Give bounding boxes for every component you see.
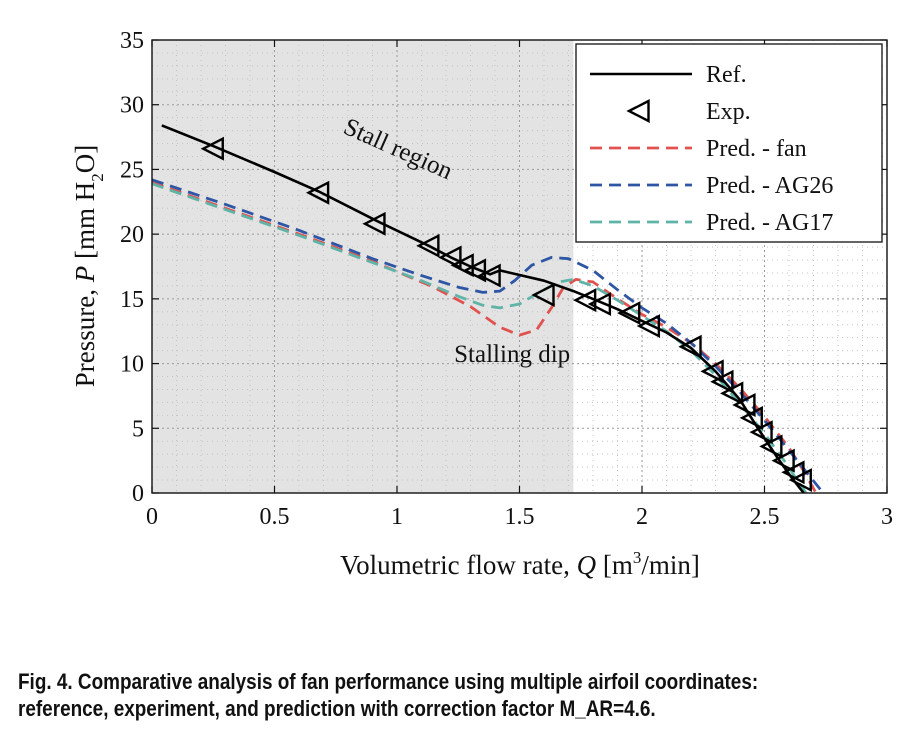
legend-label: Pred. - AG17 [706,210,833,236]
exp-marker [781,460,805,485]
exp-marker [438,245,462,270]
exp-marker [700,359,724,384]
legend-box [575,43,883,243]
y-tick-label: 15 [120,287,144,313]
x-tick-label: 1.5 [505,504,535,530]
exp-marker [788,468,812,493]
caption-line-1: Fig. 4. Comparative analysis of fan perf… [18,669,759,694]
y-tick-label: 25 [120,157,144,183]
legend-label: Pred. - fan [706,136,807,162]
exp-marker [200,136,224,161]
exp-marker [587,292,612,316]
x-tick-label: 3 [881,504,893,530]
series-line-4 [152,178,825,493]
legend-label: Exp. [706,99,751,125]
legend: Ref. Exp. Pred. - fan Pred. - AG26 Pred. - A… [575,43,883,243]
y-axis-label: Pressure, P [mm H2O] [70,145,107,387]
x-tick-label: 1 [391,504,403,530]
exp-marker [710,369,734,394]
y-tick-label: 0 [132,481,144,507]
exp-marker [749,420,773,445]
legend-marker [626,99,650,123]
y-tick-label: 35 [120,28,144,54]
x-tick-label: 0 [146,504,158,530]
y-tick-label: 20 [120,222,144,248]
x-axis-label: Volumetric flow rate, Q [m3/min] [340,548,700,580]
exp-marker [531,283,555,307]
exp-marker [759,434,783,459]
exp-marker [732,393,756,417]
exp-marker [678,334,702,359]
markers-layer [161,124,812,493]
caption-line-2: reference, experiment, and prediction wi… [18,696,656,721]
exp-marker [573,288,597,313]
legend-label: Ref. [706,62,747,88]
figure-caption: Fig. 4. Comparative analysis of fan perf… [18,668,766,722]
x-tick-label: 2 [636,504,648,530]
exp-marker [771,448,795,473]
exp-marker [450,253,474,278]
x-tick-label: 0.5 [260,504,290,530]
exp-marker [636,314,661,339]
exp-marker [305,180,330,205]
exp-marker [720,381,744,406]
exp-marker [462,258,487,283]
exp-marker [362,211,386,236]
exp-marker [477,263,501,288]
exp-marker [739,405,763,430]
legend-label: Pred. - AG26 [706,173,833,199]
stall-region-shading [152,40,574,493]
y-tick-label: 5 [132,416,144,442]
y-tick-label: 30 [120,93,144,119]
y-tick-label: 10 [120,352,144,378]
x-tick-label: 2.5 [750,504,780,530]
stalling-dip-annotation: Stalling dip [454,341,570,368]
exp-marker [617,301,641,326]
exp-marker [416,233,440,258]
